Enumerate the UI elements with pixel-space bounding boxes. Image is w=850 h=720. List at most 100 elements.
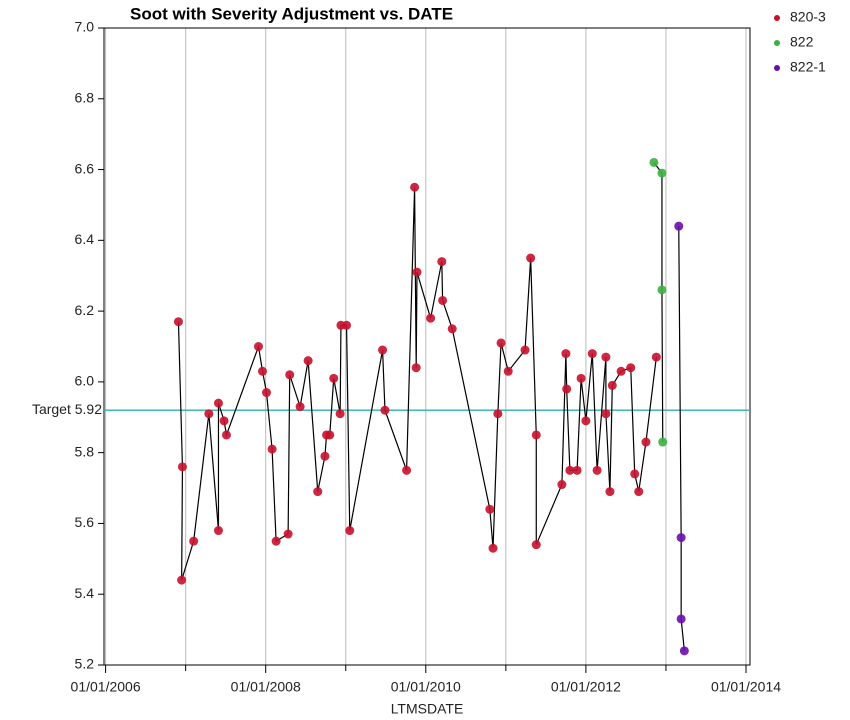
data-point xyxy=(402,465,412,475)
data-point xyxy=(325,430,335,440)
legend-marker xyxy=(774,65,780,71)
data-point xyxy=(520,345,530,355)
data-point xyxy=(526,253,536,263)
x-tick-label: 01/01/2012 xyxy=(551,679,621,695)
data-point xyxy=(257,366,267,376)
series-line xyxy=(678,226,685,651)
data-point xyxy=(426,313,436,323)
data-point xyxy=(649,157,659,167)
data-point xyxy=(651,352,661,362)
data-point xyxy=(565,465,575,475)
legend-marker xyxy=(774,40,780,46)
data-point xyxy=(601,409,611,419)
data-point xyxy=(213,398,223,408)
data-point xyxy=(342,320,352,330)
y-tick-label: 6.4 xyxy=(75,231,95,247)
data-point xyxy=(605,487,615,497)
data-point xyxy=(488,543,498,553)
y-tick-label: 5.2 xyxy=(75,656,95,672)
y-tick-label: 6.8 xyxy=(75,89,95,105)
data-point xyxy=(581,416,591,426)
data-point xyxy=(213,526,223,536)
data-point xyxy=(253,342,263,351)
x-tick-label: 01/01/2014 xyxy=(711,679,781,695)
data-point xyxy=(562,384,572,394)
data-point xyxy=(378,345,388,355)
data-point xyxy=(657,168,667,178)
data-point xyxy=(658,437,668,447)
reference-label: Target 5.92 xyxy=(32,401,102,417)
data-point xyxy=(679,646,689,656)
data-point xyxy=(587,349,597,359)
data-point xyxy=(380,405,390,415)
y-tick-label: 6.6 xyxy=(75,160,95,176)
data-point xyxy=(335,409,345,419)
y-tick-label: 5.8 xyxy=(75,443,95,459)
data-point xyxy=(626,363,636,373)
y-tick-label: 7.0 xyxy=(75,19,95,35)
data-point xyxy=(503,366,513,376)
data-point xyxy=(303,356,313,366)
data-point xyxy=(410,182,420,192)
data-point xyxy=(283,529,293,539)
data-point xyxy=(592,465,602,475)
data-point xyxy=(204,409,214,419)
data-point xyxy=(313,487,323,497)
data-point xyxy=(219,416,229,426)
y-tick-label: 6.0 xyxy=(75,373,95,389)
y-tick-label: 5.6 xyxy=(75,514,95,530)
data-point xyxy=(447,324,457,334)
data-point xyxy=(189,536,199,546)
data-point xyxy=(485,504,495,514)
plot-frame xyxy=(103,27,751,666)
data-point xyxy=(177,575,187,585)
data-point xyxy=(616,366,626,376)
data-point xyxy=(572,465,582,475)
data-point xyxy=(438,295,448,305)
data-point xyxy=(674,221,684,231)
legend-label: 820-3 xyxy=(790,9,826,25)
data-point xyxy=(493,409,503,419)
y-tick-label: 6.2 xyxy=(75,302,95,318)
data-point xyxy=(531,540,541,550)
y-tick-label: 5.4 xyxy=(75,585,95,601)
legend-marker xyxy=(774,15,780,21)
data-point xyxy=(676,614,686,624)
data-point xyxy=(607,380,617,390)
x-axis-label: LTMSDATE xyxy=(391,701,464,717)
series-line xyxy=(653,162,664,443)
data-point xyxy=(641,437,651,447)
data-point xyxy=(177,462,187,472)
data-point xyxy=(576,373,586,383)
data-point xyxy=(345,526,355,536)
data-point xyxy=(557,480,567,490)
data-point xyxy=(561,349,571,359)
data-point xyxy=(657,285,667,295)
data-point xyxy=(531,430,541,440)
data-point xyxy=(601,352,611,362)
data-point xyxy=(173,317,183,327)
data-point xyxy=(262,388,272,398)
chart-title: Soot with Severity Adjustment vs. DATE xyxy=(130,4,453,23)
x-tick-label: 01/01/2010 xyxy=(391,679,461,695)
data-point xyxy=(320,451,330,461)
x-tick-label: 01/01/2006 xyxy=(71,679,141,695)
data-point xyxy=(634,487,644,497)
legend-label: 822-1 xyxy=(790,59,826,75)
data-point xyxy=(267,444,277,454)
data-point xyxy=(295,402,305,412)
legend-label: 822 xyxy=(790,34,814,50)
data-point xyxy=(412,267,422,277)
series-line xyxy=(177,187,657,581)
data-point xyxy=(630,469,640,479)
x-tick-label: 01/01/2008 xyxy=(231,679,301,695)
data-point xyxy=(437,257,447,267)
data-point xyxy=(329,373,339,383)
data-point xyxy=(411,363,421,373)
data-point xyxy=(676,533,686,543)
data-point xyxy=(221,430,231,440)
data-point xyxy=(285,370,295,380)
data-point xyxy=(271,536,281,546)
data-point xyxy=(496,338,506,348)
